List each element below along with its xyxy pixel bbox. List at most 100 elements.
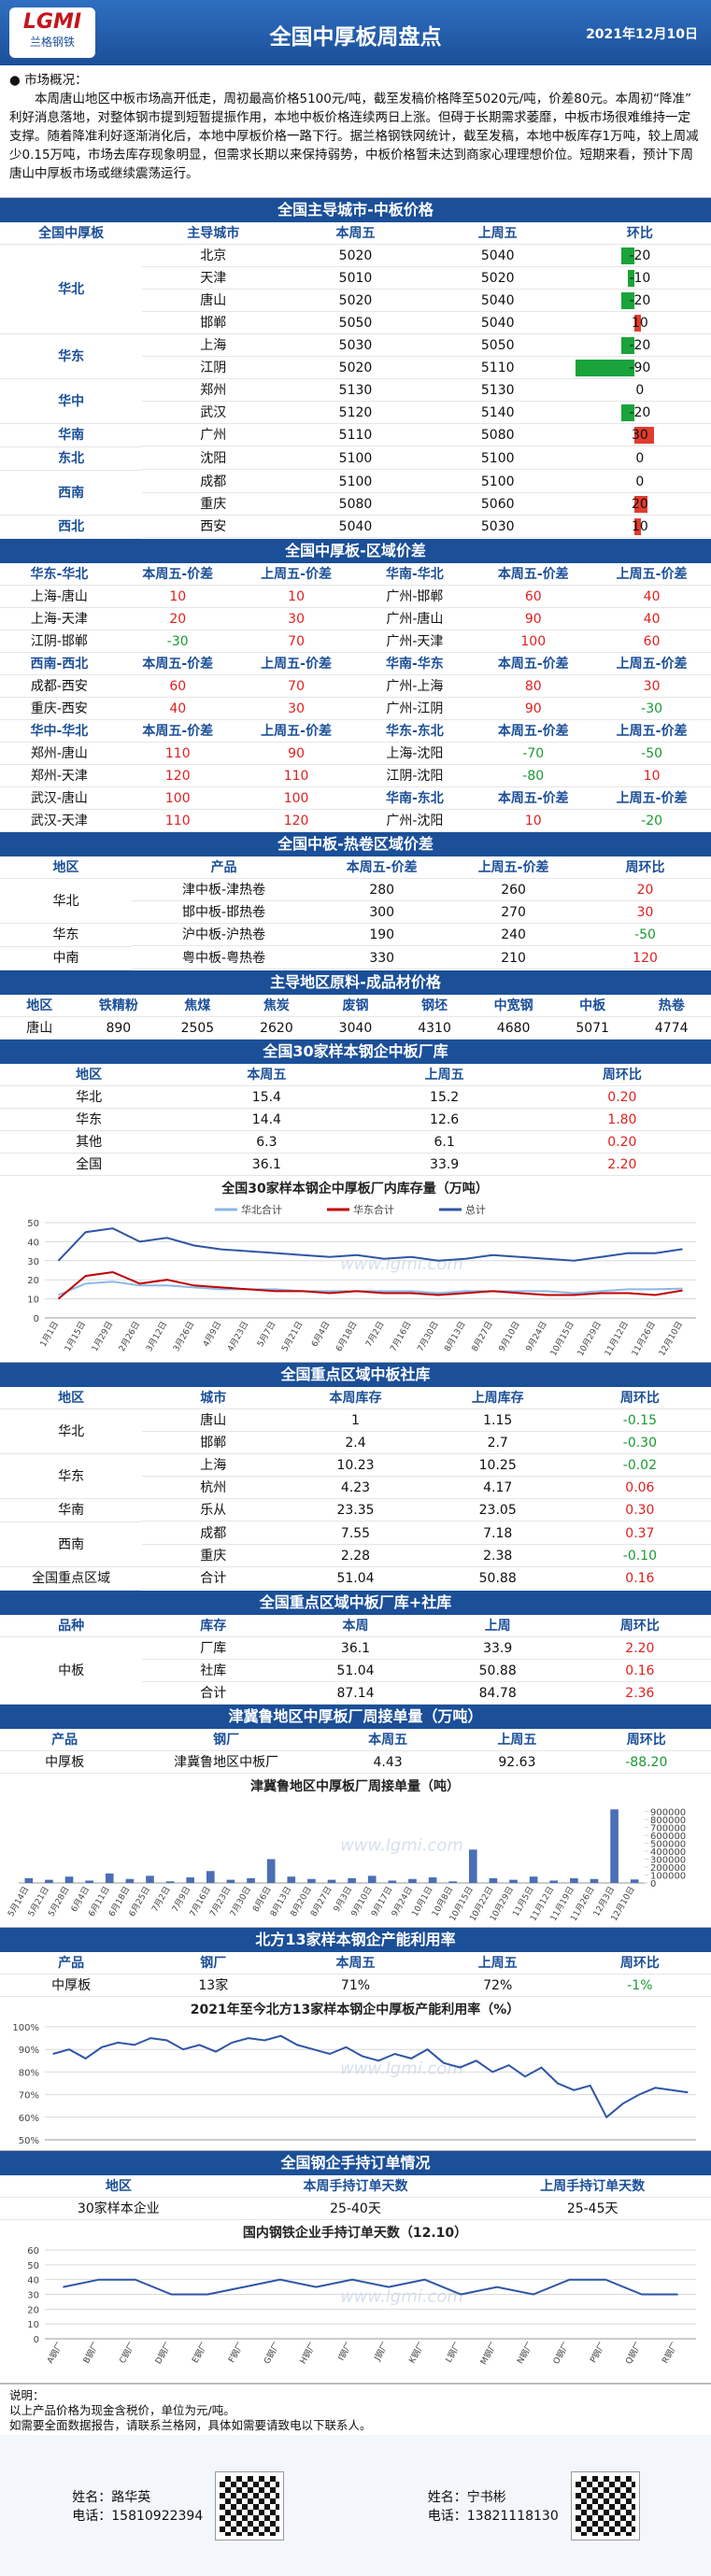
cell: 5040: [426, 290, 569, 312]
report-date: 2021年12月10日: [586, 27, 698, 42]
bar: [590, 1878, 599, 1883]
column-header: 库存: [142, 1615, 285, 1637]
change-cell: -20: [568, 334, 711, 357]
cell: 华东: [0, 1109, 178, 1131]
change-value: 20: [631, 497, 648, 512]
cell: 广州-唐山: [355, 608, 475, 630]
bar: [388, 1880, 397, 1883]
cell: 210: [448, 947, 580, 970]
cell: 100: [236, 787, 356, 810]
cell: 10: [592, 765, 711, 787]
contact-phone: 电话：13821118130: [427, 2508, 559, 2524]
cell: 4310: [394, 1017, 475, 1040]
cell: -30: [118, 630, 237, 653]
change-bar-area: [633, 496, 647, 513]
bar: [287, 1876, 296, 1883]
bar: [146, 1875, 154, 1883]
x-tick-label: 9月3日: [332, 1885, 354, 1914]
cell: 中厚板: [0, 1751, 130, 1774]
cell: 60: [592, 630, 711, 653]
chart-box: 全国30家样本钢企中厚板厂内库存量（万吨） www.lgmi.com 华北合计 华东合…: [0, 1176, 711, 1363]
column-header: 地区: [0, 856, 132, 879]
column-header: 上周五-价差: [236, 563, 356, 586]
cell: 津冀鲁地区中板厂: [129, 1751, 323, 1774]
contact: 姓名：路华英 电话：15810922394: [72, 2470, 285, 2541]
x-tick-label: O钢厂: [550, 2341, 572, 2367]
cell: 110: [118, 743, 237, 765]
cell: 120: [118, 765, 237, 787]
cell: 合计: [142, 1567, 285, 1590]
cell: 70: [236, 675, 356, 698]
cell: 2.38: [426, 1545, 569, 1567]
x-tick-label: P钢厂: [588, 2341, 608, 2365]
cell: 5100: [426, 471, 569, 493]
cell: 0.30: [568, 1499, 711, 1522]
bar: [630, 1879, 639, 1883]
cell: 14.4: [178, 1109, 356, 1131]
y-tick-label: 50: [27, 1219, 39, 1229]
cell: 25-45天: [474, 2198, 711, 2220]
y-tick-label: 10: [27, 2320, 39, 2330]
watermark: www.lgmi.com: [340, 1836, 463, 1856]
column-header: 本周库存: [284, 1387, 427, 1409]
cell: 北京: [142, 245, 285, 267]
column-header: 全国中厚板: [0, 222, 143, 245]
cell: 广州-沈阳: [355, 810, 475, 832]
x-tick-label: 5月7日: [255, 1320, 277, 1349]
x-tick-label: 7月2日: [363, 1320, 386, 1349]
cell: 1.15: [426, 1409, 569, 1432]
contact: 姓名：宁书彬 电话：13821118130: [427, 2470, 640, 2541]
cell: 武汉-唐山: [0, 787, 119, 810]
column-header: 上周五-价差: [592, 563, 711, 586]
cell: 江阴-邯郸: [0, 630, 119, 653]
bar: [448, 1881, 457, 1883]
x-tick-label: 1月15日: [63, 1320, 88, 1353]
cell: 120: [579, 947, 711, 970]
bar: [509, 1879, 518, 1883]
cell: 5110: [426, 357, 569, 379]
group-label: 西南: [0, 1522, 143, 1567]
column-header: 本周手持订单天数: [236, 2175, 475, 2198]
qr-code: [215, 2470, 285, 2541]
watermark: www.lgmi.com: [340, 2287, 463, 2307]
cell: 沪中板-沪热卷: [131, 924, 317, 946]
overview-text: 本周唐山地区中板市场高开低走，周初最高价格5100元/吨，截至发稿价格降至502…: [9, 92, 699, 181]
cell: 110: [118, 810, 237, 832]
cell: 270: [448, 901, 580, 924]
legend-label: 总计: [465, 1203, 486, 1216]
cell: 江阴: [142, 357, 285, 379]
y-tick-label: 500000: [650, 1840, 686, 1850]
column-header: 产品: [131, 856, 317, 879]
cell: 广州: [142, 424, 285, 446]
change-bar: [620, 337, 634, 354]
y-tick-label: 0: [34, 2335, 39, 2345]
change-bar: [633, 427, 654, 444]
group-label: 东北: [0, 447, 143, 471]
cell: 300: [316, 901, 448, 924]
cell: 2.20: [533, 1154, 711, 1176]
cell: 70: [236, 630, 356, 653]
cell: 唐山: [142, 290, 285, 312]
cell: 4774: [632, 1017, 711, 1040]
bar: [125, 1878, 135, 1883]
cell: 上海: [142, 334, 285, 357]
cell: 30: [579, 901, 711, 924]
cell: 40: [592, 586, 711, 608]
x-tick-label: J钢厂: [371, 2341, 391, 2364]
change-bar-area: [633, 518, 641, 535]
cell: 杭州: [142, 1477, 285, 1499]
cell: 其他: [0, 1131, 178, 1154]
cell: -50: [579, 924, 711, 946]
change-bar: [633, 518, 641, 535]
column-header: 本周五: [178, 1064, 356, 1086]
line-series: [57, 1270, 683, 1300]
cell: -0.30: [568, 1432, 711, 1454]
change-value: 0: [635, 451, 645, 466]
x-tick-label: 3月12日: [144, 1320, 169, 1353]
cell: -70: [474, 743, 593, 765]
change-bar: [620, 404, 634, 421]
change-cell: -20: [568, 245, 711, 267]
cell: -0.10: [568, 1545, 711, 1567]
cell: 330: [316, 947, 448, 970]
column-header: 上周五: [452, 1729, 582, 1751]
